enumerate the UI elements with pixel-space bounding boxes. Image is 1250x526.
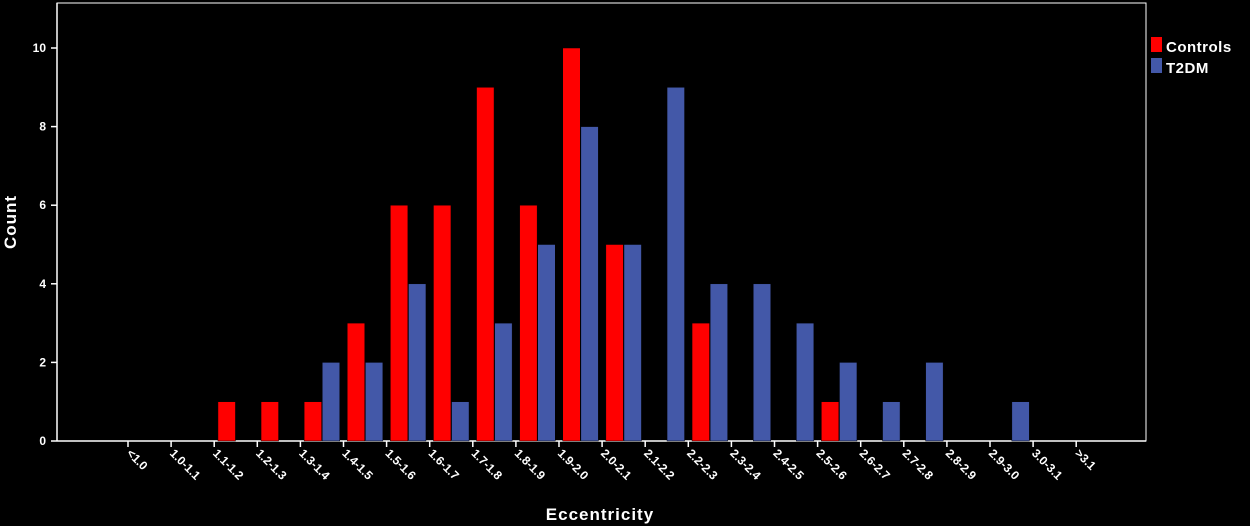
legend-label-controls: Controls: [1166, 39, 1232, 56]
y-axis-title: Count: [1, 195, 20, 249]
y-tick-label: 10: [33, 41, 47, 55]
x-tick-label: 1.0-1.1: [167, 446, 204, 483]
bar-controls-4: [303, 401, 322, 442]
legend-label-t2dm: T2DM: [1166, 60, 1209, 77]
bar-controls-10: [562, 47, 581, 442]
x-tick-label: 1.4-1.5: [339, 446, 376, 483]
bar-t2dm-15: [796, 322, 815, 442]
bar-controls-6: [390, 204, 409, 442]
bar-controls-11: [605, 244, 624, 442]
x-tick-label: 1.1-1.2: [210, 446, 247, 483]
x-tick-label: 2.8-2.9: [943, 446, 980, 483]
x-tick-label: 2.7-2.8: [900, 446, 937, 483]
legend-swatch-t2dm: [1151, 58, 1162, 73]
bar-t2dm-5: [365, 362, 384, 442]
x-tick-label: 1.6-1.7: [426, 446, 463, 483]
bar-t2dm-10: [580, 126, 599, 442]
bar-t2dm-7: [451, 401, 470, 442]
bar-controls-5: [347, 322, 365, 442]
bar-t2dm-4: [322, 362, 340, 442]
x-tick-label: 2.3-2.4: [727, 446, 764, 483]
x-axis-title: Eccentricity: [546, 505, 654, 524]
x-tick-label: 3.0-3.1: [1029, 446, 1066, 483]
y-tick-label: 4: [39, 277, 46, 291]
legend-swatch-controls: [1151, 37, 1162, 52]
bars-group: [217, 47, 1030, 442]
x-tick-label: 2.9-3.0: [986, 446, 1023, 483]
x-tick-label: 2.2-2.3: [684, 446, 721, 483]
x-tick-label: <1.0: [124, 446, 151, 473]
bar-controls-9: [519, 204, 538, 442]
y-tick-label: 8: [39, 120, 46, 134]
bar-t2dm-16: [839, 362, 858, 442]
x-tick-label: 1.3-1.4: [296, 446, 333, 483]
y-tick-label: 0: [39, 434, 46, 448]
bar-controls-16: [821, 401, 840, 442]
bar-t2dm-12: [666, 87, 685, 442]
y-axis-ticks: 0 2 4 6 8 10: [33, 41, 57, 448]
x-tick-label: 1.7-1.8: [469, 446, 506, 483]
x-axis-ticks: <1.0 1.0-1.1 1.1-1.2 1.2-1.3 1.3-1.4 1.4-1.5 1…: [124, 441, 1099, 483]
bar-t2dm-8: [494, 322, 513, 442]
x-tick-label: 1.5-1.6: [382, 446, 419, 483]
x-tick-label: 2.5-2.6: [813, 446, 850, 483]
y-tick-label: 6: [39, 198, 46, 212]
x-tick-label: 1.8-1.9: [512, 446, 549, 483]
x-tick-label: 2.6-2.7: [857, 446, 894, 483]
y-tick-label: 2: [39, 355, 46, 369]
bar-t2dm-6: [408, 283, 427, 442]
legend: Controls T2DM: [1151, 37, 1232, 77]
bar-t2dm-18: [925, 362, 944, 442]
bar-t2dm-17: [882, 401, 901, 442]
bar-t2dm-14: [753, 283, 771, 442]
x-tick-label: 2.4-2.5: [770, 446, 807, 483]
bar-controls-13: [691, 322, 710, 442]
bar-t2dm-9: [537, 244, 556, 442]
bar-controls-3: [260, 401, 279, 442]
x-tick-label: 2.1-2.2: [641, 446, 678, 483]
bar-controls-8: [476, 87, 495, 442]
plot-frame: [56, 2, 1147, 442]
x-tick-label: 1.9-2.0: [555, 446, 592, 483]
bar-t2dm-11: [623, 244, 642, 442]
bar-t2dm-20: [1011, 401, 1030, 442]
bar-controls-7: [433, 204, 452, 442]
x-tick-label: 2.0-2.1: [598, 446, 635, 483]
bar-t2dm-13: [709, 283, 728, 442]
x-tick-label: 1.2-1.3: [253, 446, 290, 483]
bar-controls-2: [217, 401, 236, 442]
x-tick-label: >3.1: [1072, 446, 1099, 473]
